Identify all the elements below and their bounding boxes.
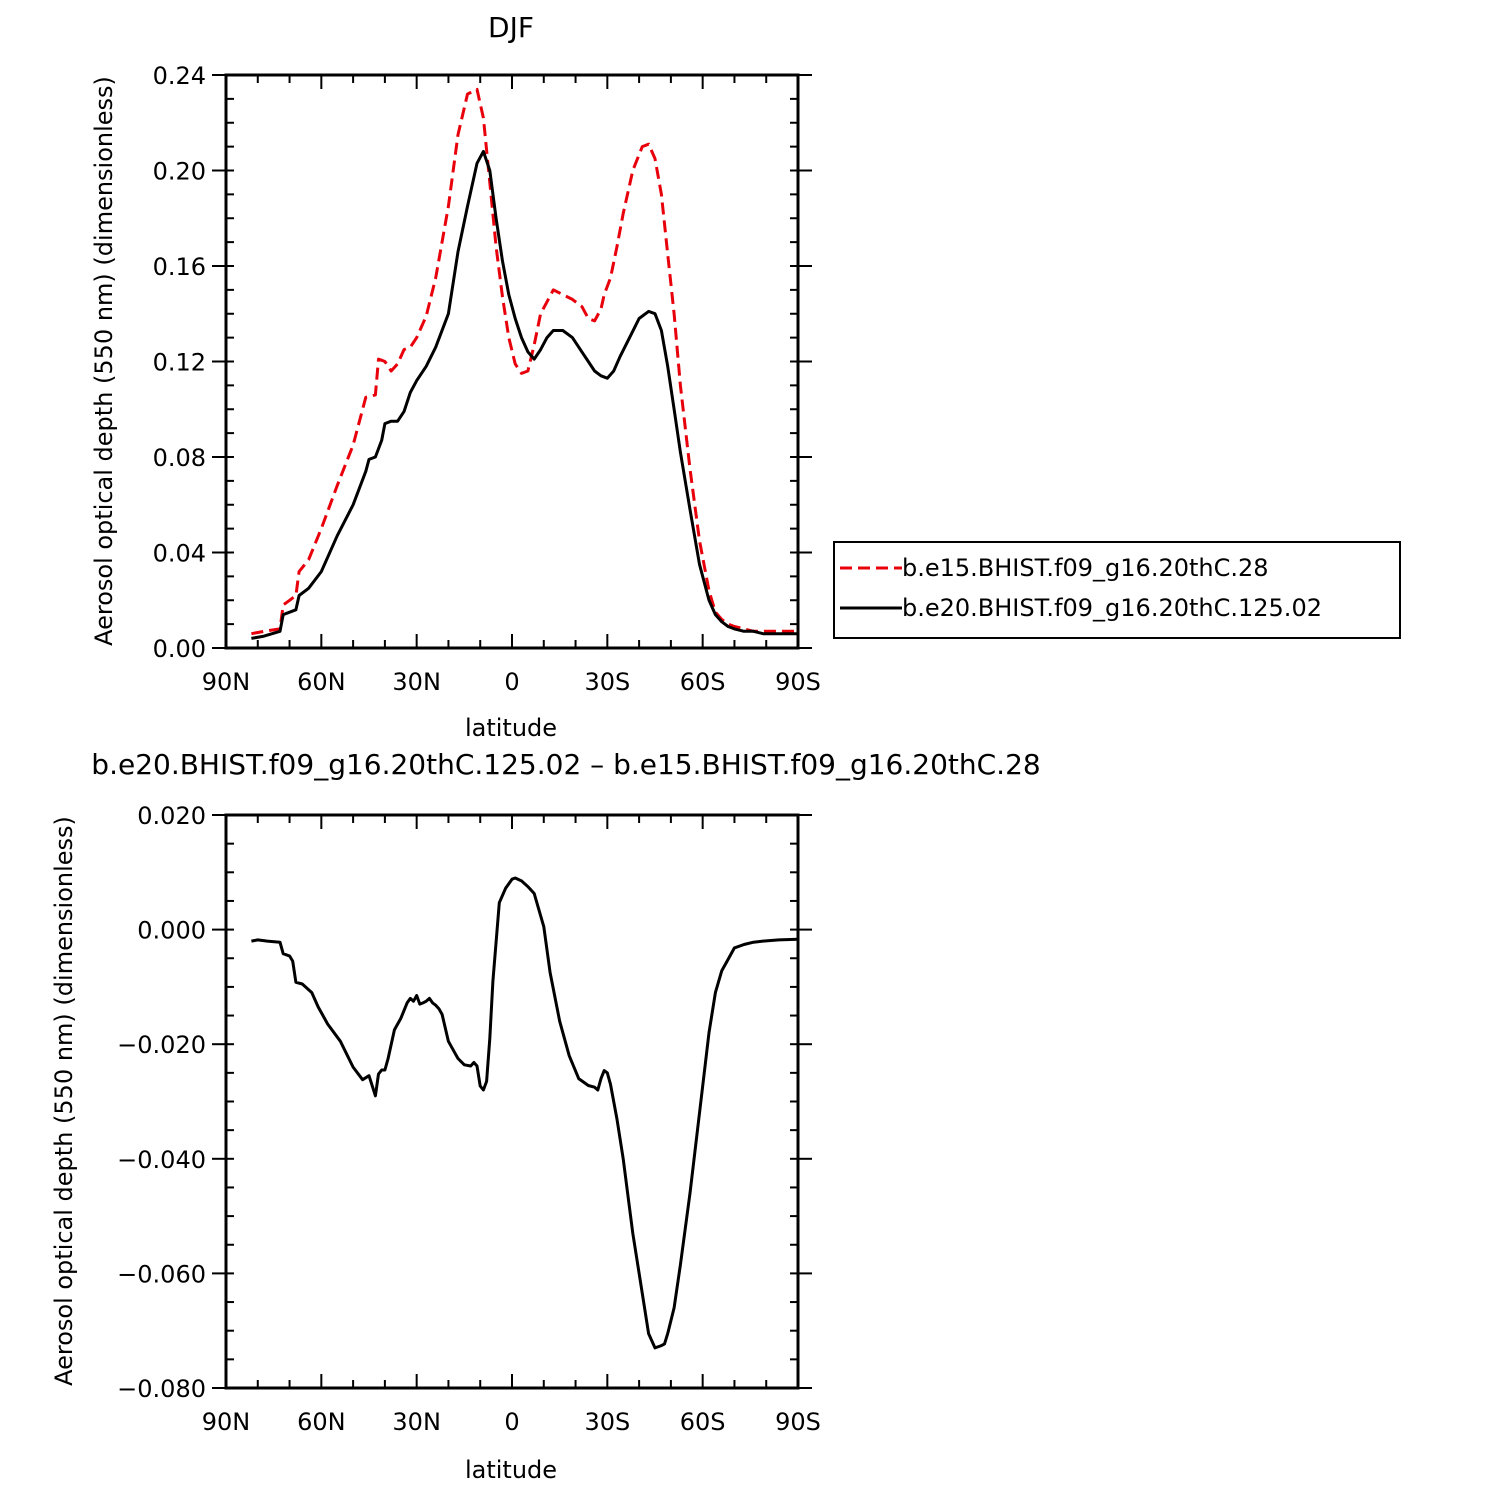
top-series (251, 87, 798, 640)
y-tick-label: 0.16 (153, 253, 206, 281)
y-tick-label: 0.08 (153, 444, 206, 472)
y-tick-label: −0.080 (117, 1375, 206, 1403)
top-chart-title: DJF (488, 11, 534, 44)
legend-box (833, 541, 1401, 639)
y-tick-label: 0.20 (153, 158, 206, 186)
legend: b.e15.BHIST.f09_g16.20thC.28 b.e20.BHIST… (833, 541, 1401, 639)
x-tick-label: 30N (392, 668, 441, 696)
y-tick-label: −0.020 (117, 1031, 206, 1059)
y-tick-label: 0.24 (153, 62, 206, 90)
bottom-panel: b.e20.BHIST.f09_g16.20thC.125.02 – b.e15… (50, 748, 1041, 1484)
y-tick-label: 0.04 (153, 540, 206, 568)
x-tick-label: 30N (392, 1408, 441, 1436)
y-tick-label: −0.040 (117, 1146, 206, 1174)
y-tick-label: −0.060 (117, 1260, 206, 1288)
series-line-1 (251, 876, 799, 1350)
top-y-axis-label: Aerosol optical depth (550 nm) (dimensio… (90, 76, 118, 646)
top-x-axis-label: latitude (465, 714, 557, 742)
legend-entry-1: b.e15.BHIST.f09_g16.20thC.28 (902, 554, 1269, 582)
bottom-plot-frame (224, 813, 800, 1390)
bottom-x-axis-label: latitude (465, 1456, 557, 1484)
x-tick-label: 60S (680, 668, 726, 696)
y-tick-label: 0.00 (153, 635, 206, 663)
y-tick-label: 0.020 (137, 802, 206, 830)
x-tick-label: 30S (584, 668, 630, 696)
x-tick-label: 30S (584, 1408, 630, 1436)
series-line-1 (251, 87, 798, 636)
top-ticks: 90N 60N 30N 0 30S 60S 90S 0.00 0.04 0.08 0.12 0.16 0… (153, 62, 821, 696)
x-tick-label: 0 (504, 1408, 519, 1436)
top-plot-frame (224, 73, 800, 650)
x-tick-label: 60N (297, 1408, 346, 1436)
y-tick-label: 0.12 (153, 349, 206, 377)
bottom-series (251, 876, 799, 1350)
bottom-y-axis-label: Aerosol optical depth (550 nm) (dimensio… (50, 816, 78, 1386)
x-tick-label: 60S (680, 1408, 726, 1436)
x-tick-label: 0 (504, 668, 519, 696)
x-tick-label: 90N (202, 668, 251, 696)
x-tick-label: 90S (775, 668, 821, 696)
x-tick-label: 60N (297, 668, 346, 696)
bottom-chart-title: b.e20.BHIST.f09_g16.20thC.125.02 – b.e15… (91, 748, 1040, 781)
x-tick-label: 90N (202, 1408, 251, 1436)
x-tick-label: 90S (775, 1408, 821, 1436)
y-tick-label: 0.000 (137, 917, 206, 945)
series-line-2 (251, 149, 798, 640)
top-panel: DJF 90N 60N 30N 0 30S 60S 90S 0.00 0.04 0.08 0.12 0… (90, 11, 1401, 742)
bottom-ticks: 90N 60N 30N 0 30S 60S 90S 0.020 0.000 −0.020 −0.04… (117, 802, 821, 1436)
legend-entry-2: b.e20.BHIST.f09_g16.20thC.125.02 (902, 594, 1322, 622)
